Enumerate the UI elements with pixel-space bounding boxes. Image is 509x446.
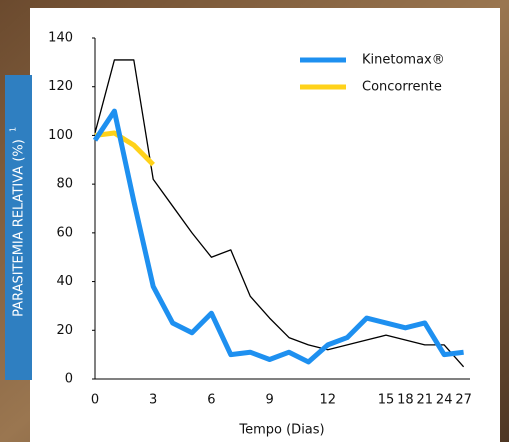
x-tick-label: 6 [207,393,215,408]
legend-label: Kinetomax® [362,53,445,68]
x-tick-label: 21 [417,393,434,408]
x-tick-label: 18 [397,393,414,408]
y-tick-label: 80 [56,177,73,192]
y-label: PARASITEMIA RELATIVA (%) [12,139,27,317]
y-tick-label: 60 [56,225,73,240]
y-tick-label: 40 [56,274,73,289]
panel [30,8,500,442]
y-label-group: PARASITEMIA RELATIVA (%) 1 [9,127,27,317]
series-line [94,130,155,167]
x-tick-label: 27 [455,393,472,408]
y-label-sup: 1 [9,127,18,132]
x-tick-label: 9 [265,393,273,408]
series-line [94,59,465,368]
y-tick-label: 120 [48,79,73,94]
legend-label: Concorrente [362,80,442,95]
y-tick-label: 100 [48,128,73,143]
x-tick-label: 24 [436,393,453,408]
y-tick-label: 140 [48,31,73,46]
x-label: Tempo (Dias) [238,423,324,438]
y-tick-label: 20 [56,323,73,338]
x-tick-label: 15 [378,393,395,408]
x-tick-label: 12 [320,393,337,408]
y-label-box [5,75,32,380]
x-tick-label: 3 [149,393,157,408]
y-tick-label: 0 [65,372,73,387]
x-tick-label: 0 [91,393,99,408]
series-line [92,108,464,365]
